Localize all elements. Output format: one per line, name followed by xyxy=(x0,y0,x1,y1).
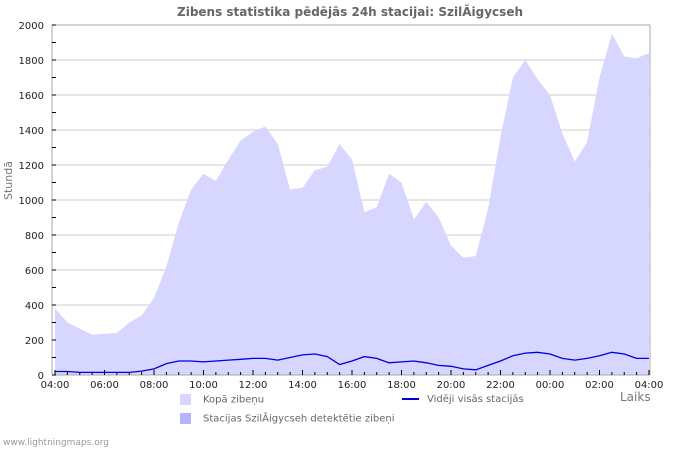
chart-title: Zibens statistika pēdējās 24h stacijai: … xyxy=(177,5,523,19)
legend-swatch-total xyxy=(180,394,191,405)
y-axis-label: Stundā xyxy=(2,161,15,200)
y-axis-ticks: 0 200 400 600 800 1000 1200 1400 1600 1800 2000 xyxy=(19,21,56,382)
svg-text:1400: 1400 xyxy=(19,126,44,137)
svg-text:200: 200 xyxy=(25,336,44,347)
svg-text:10:00: 10:00 xyxy=(189,380,218,391)
legend-swatch-average xyxy=(402,398,419,400)
site-footer: www.lightningmaps.org xyxy=(3,438,109,448)
svg-text:1800: 1800 xyxy=(19,56,44,67)
svg-text:600: 600 xyxy=(25,266,44,277)
legend-label-average: Vidēji visās stacijās xyxy=(427,394,524,405)
svg-text:04:00: 04:00 xyxy=(635,380,664,391)
svg-text:00:00: 00:00 xyxy=(536,380,565,391)
svg-text:18:00: 18:00 xyxy=(387,380,416,391)
legend-item-average: Vidēji visās stacijās xyxy=(402,394,524,405)
svg-text:12:00: 12:00 xyxy=(239,380,268,391)
legend-swatch-station xyxy=(180,413,191,424)
legend-label-station: Stacijas SzilÃigycseh detektētie zibeņi xyxy=(203,413,395,425)
svg-text:400: 400 xyxy=(25,301,44,312)
svg-text:02:00: 02:00 xyxy=(585,380,614,391)
svg-text:08:00: 08:00 xyxy=(140,380,169,391)
total-lightning-area xyxy=(55,33,649,376)
svg-text:1600: 1600 xyxy=(19,91,44,102)
svg-text:2000: 2000 xyxy=(19,21,44,32)
svg-text:1200: 1200 xyxy=(19,161,44,172)
legend-item-total: Kopā zibeņu xyxy=(180,394,264,406)
svg-text:0: 0 xyxy=(38,371,44,382)
legend-label-total: Kopā zibeņu xyxy=(203,394,265,406)
svg-text:800: 800 xyxy=(25,231,44,242)
svg-text:20:00: 20:00 xyxy=(437,380,466,391)
svg-text:14:00: 14:00 xyxy=(288,380,317,391)
svg-text:04:00: 04:00 xyxy=(41,380,70,391)
x-axis-label: Laiks xyxy=(620,390,651,404)
svg-text:06:00: 06:00 xyxy=(90,380,119,391)
svg-text:16:00: 16:00 xyxy=(338,380,367,391)
average-line xyxy=(55,351,649,374)
x-axis-ticks: 04:00 06:00 08:00 10:00 12:00 14:00 16:00 18:00… xyxy=(41,370,664,391)
svg-text:1000: 1000 xyxy=(19,196,44,207)
legend-item-station: Stacijas SzilÃigycseh detektētie zibeņi xyxy=(180,413,395,425)
svg-text:22:00: 22:00 xyxy=(486,380,515,391)
